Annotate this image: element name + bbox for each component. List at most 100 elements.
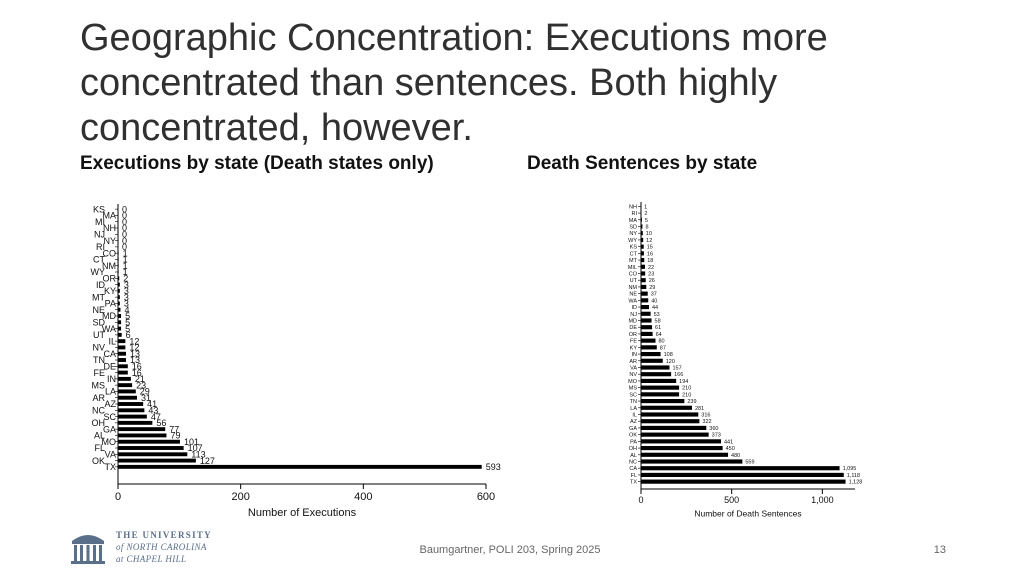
category-label-al: AL [630, 453, 637, 459]
bar-id [118, 282, 120, 287]
value-label-tx: 593 [486, 462, 501, 472]
category-label-sd: SD [92, 318, 105, 328]
bar-nj [641, 311, 651, 316]
category-label-ny: NY [103, 236, 116, 246]
category-label-ma: MA [103, 211, 117, 221]
category-label-co: CO [103, 248, 117, 258]
category-label-tn: TN [93, 355, 105, 365]
category-label-fl: FL [631, 473, 637, 479]
category-label-ks: KS [630, 245, 638, 251]
value-label-co: 23 [648, 271, 654, 277]
x-axis-label: Number of Executions [248, 507, 357, 519]
value-label-ok: 127 [200, 456, 215, 466]
bar-in [118, 376, 131, 381]
value-label-nv: 12 [129, 343, 139, 353]
category-label-wa: WA [102, 324, 116, 334]
value-label-or: 2 [123, 274, 128, 284]
category-label-nh: NH [103, 223, 116, 233]
bar-oh [118, 420, 153, 425]
category-label-de: DE [629, 325, 637, 331]
value-label-ks: 15 [647, 245, 653, 251]
category-label-wy: WY [91, 267, 106, 277]
bar-ok [118, 458, 196, 463]
category-label-oh: OH [629, 446, 637, 452]
category-label-or: OR [103, 274, 117, 284]
value-label-tn: 13 [130, 355, 140, 365]
bar-az [641, 419, 700, 424]
value-label-nm: 29 [649, 285, 655, 291]
category-label-ut: UT [93, 330, 105, 340]
category-label-nj: NJ [630, 312, 637, 318]
category-label-la: LA [105, 387, 116, 397]
category-label-ga: GA [629, 426, 637, 432]
category-label-ga: GA [103, 424, 116, 434]
category-label-mt: MT [629, 258, 638, 264]
bar-ok [641, 432, 709, 437]
bar-nc [641, 459, 743, 464]
value-label-mi: 0 [122, 217, 127, 227]
value-label-ga: 360 [709, 426, 718, 432]
x-tick-label: 600 [477, 491, 495, 503]
bar-ms [118, 383, 133, 388]
category-label-mi: MI [95, 217, 105, 227]
value-label-la: 29 [140, 387, 150, 397]
value-label-ny: 10 [646, 231, 652, 237]
category-label-ok: OK [629, 433, 637, 439]
slide-title: Geographic Concentration: Executions mor… [80, 17, 828, 149]
category-label-ar: AR [92, 393, 105, 403]
value-label-il: 12 [129, 336, 139, 346]
logo-line-chapel-hill: at CHAPEL HILL [116, 554, 187, 564]
value-label-sd: 8 [645, 224, 648, 230]
category-label-de: DE [103, 362, 116, 372]
value-label-de: 61 [655, 325, 661, 331]
bar-tx [118, 464, 482, 469]
value-label-al: 79 [170, 431, 180, 441]
bar-az [118, 402, 144, 406]
death-sentences-chart: NH 1 RI 2 MA 5 SD 8 NY 10 WY 12 KS 15 CT 16 MT 18 MIL 22 CO 2… [628, 202, 862, 519]
bar-sc [641, 392, 680, 397]
value-label-nv: 166 [674, 372, 683, 378]
bar-al [641, 452, 729, 457]
value-label-ky: 3 [124, 286, 129, 296]
bar-sd [118, 320, 122, 325]
value-label-nm: 1 [123, 261, 128, 271]
category-label-nv: NV [92, 343, 105, 353]
value-label-pa: 3 [124, 299, 129, 309]
category-label-ne: NE [92, 305, 105, 315]
value-label-id: 3 [124, 280, 129, 290]
value-label-fe: 80 [659, 339, 665, 345]
value-label-pa: 441 [724, 439, 733, 445]
value-label-ma: 5 [645, 218, 648, 224]
sentences-heading: Death Sentences by state [527, 153, 758, 174]
bar-fl [641, 472, 844, 478]
value-label-sd: 5 [125, 318, 130, 328]
category-label-nh: NH [629, 204, 637, 210]
category-label-id: ID [632, 305, 638, 311]
category-label-sc: SC [629, 392, 637, 398]
bar-md [118, 314, 122, 318]
bar-de [641, 325, 653, 330]
value-label-az: 41 [147, 399, 157, 409]
category-label-ok: OK [92, 456, 105, 466]
x-tick-label: 500 [724, 495, 739, 505]
category-label-ca: CA [103, 349, 116, 359]
category-label-tn: TN [630, 399, 637, 405]
bar-mil [641, 264, 645, 269]
bar-sd [641, 224, 643, 229]
category-label-az: AZ [630, 419, 638, 425]
bar-tn [641, 398, 685, 404]
value-label-ct: 16 [647, 251, 653, 257]
category-label-in: IN [632, 352, 638, 358]
category-label-sd: SD [629, 224, 637, 230]
bar-ky [641, 345, 657, 350]
bar-la [118, 389, 136, 394]
category-label-in: IN [107, 374, 116, 384]
x-axis-label: Number of Death Sentences [694, 509, 801, 519]
value-label-ne: 37 [651, 292, 657, 298]
value-label-co: 1 [123, 248, 128, 258]
bar-nm [641, 284, 647, 290]
bar-ny [641, 231, 643, 236]
value-label-in: 108 [664, 352, 673, 358]
bar-mt [641, 257, 645, 263]
value-label-mt: 18 [647, 258, 653, 264]
